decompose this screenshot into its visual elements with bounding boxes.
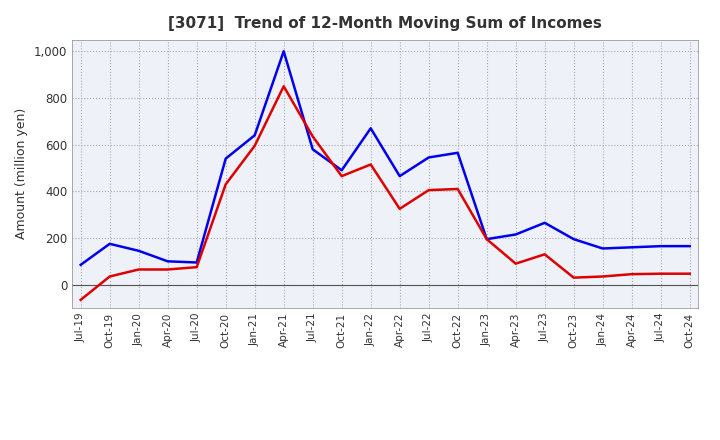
Ordinary Income	[424, 155, 433, 160]
Net Income	[598, 274, 607, 279]
Ordinary Income	[627, 245, 636, 250]
Ordinary Income	[221, 156, 230, 161]
Ordinary Income	[135, 248, 143, 253]
Ordinary Income	[76, 262, 85, 268]
Net Income	[135, 267, 143, 272]
Ordinary Income	[105, 241, 114, 246]
Net Income	[251, 143, 259, 148]
Net Income	[308, 134, 317, 139]
Net Income	[541, 252, 549, 257]
Ordinary Income	[482, 237, 491, 242]
Net Income	[192, 264, 201, 270]
Ordinary Income	[279, 49, 288, 54]
Ordinary Income	[192, 260, 201, 265]
Net Income	[366, 162, 375, 167]
Ordinary Income	[251, 132, 259, 138]
Ordinary Income	[657, 243, 665, 249]
Net Income	[338, 173, 346, 179]
Net Income	[424, 187, 433, 193]
Ordinary Income	[511, 232, 520, 237]
Ordinary Income	[541, 220, 549, 225]
Ordinary Income	[366, 126, 375, 131]
Ordinary Income	[570, 237, 578, 242]
Ordinary Income	[685, 243, 694, 249]
Net Income	[627, 271, 636, 277]
Net Income	[279, 84, 288, 89]
Net Income	[511, 261, 520, 266]
Net Income	[454, 186, 462, 191]
Net Income	[105, 274, 114, 279]
Ordinary Income	[454, 150, 462, 155]
Ordinary Income	[395, 173, 404, 179]
Net Income	[570, 275, 578, 280]
Ordinary Income	[308, 147, 317, 152]
Ordinary Income	[338, 168, 346, 173]
Y-axis label: Amount (million yen): Amount (million yen)	[15, 108, 28, 239]
Ordinary Income	[598, 246, 607, 251]
Net Income	[685, 271, 694, 276]
Net Income	[76, 297, 85, 302]
Net Income	[163, 267, 172, 272]
Line: Ordinary Income: Ordinary Income	[81, 51, 690, 265]
Net Income	[395, 206, 404, 212]
Net Income	[221, 182, 230, 187]
Net Income	[657, 271, 665, 276]
Line: Net Income: Net Income	[81, 86, 690, 300]
Ordinary Income	[163, 259, 172, 264]
Net Income	[482, 237, 491, 242]
Title: [3071]  Trend of 12-Month Moving Sum of Incomes: [3071] Trend of 12-Month Moving Sum of I…	[168, 16, 602, 32]
